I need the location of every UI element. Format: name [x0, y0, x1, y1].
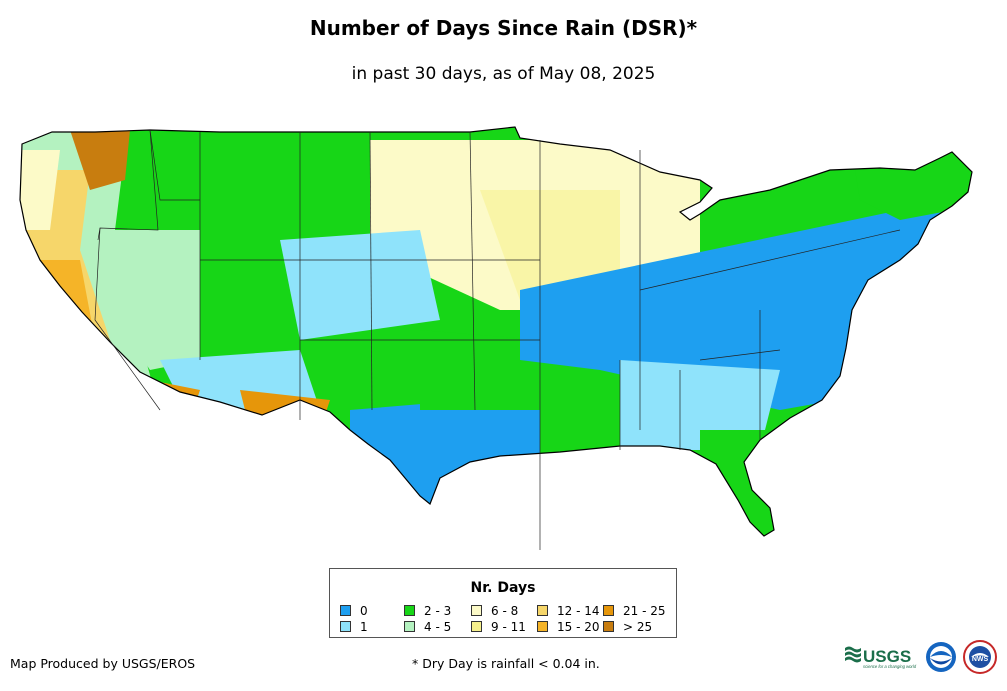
- nws-logo-text: NWS: [972, 656, 989, 663]
- legend-item-12-14: 12 - 14: [537, 605, 600, 617]
- legend-item-gt-25: > 25: [603, 621, 652, 633]
- legend-item-9-11: 9 - 11: [471, 621, 526, 633]
- dry-day-footnote: * Dry Day is rainfall < 0.04 in.: [412, 656, 600, 671]
- legend-swatch: [404, 605, 415, 616]
- legend-title: Nr. Days: [470, 580, 536, 596]
- nws-logo: NWS: [963, 640, 997, 674]
- legend-swatch: [471, 605, 482, 616]
- usgs-logo-tagline: science for a changing world: [863, 664, 917, 669]
- legend-swatch: [340, 621, 351, 632]
- legend-swatch: [603, 605, 614, 616]
- dsr-color-regions: [20, 127, 972, 536]
- map-subtitle: in past 30 days, as of May 08, 2025: [351, 64, 656, 84]
- map-credit: Map Produced by USGS/EROS: [10, 656, 196, 671]
- map-title: Number of Days Since Rain (DSR)*: [309, 16, 698, 40]
- noaa-logo: [926, 642, 956, 672]
- legend: Nr. Days 0 1 2 - 3 4 - 5 6 - 8 9 - 11 12…: [329, 568, 677, 638]
- state-boundaries: [94, 129, 901, 550]
- legend-item-4-5: 4 - 5: [404, 621, 451, 633]
- legend-swatch: [603, 621, 614, 632]
- legend-swatch: [404, 621, 415, 632]
- legend-item-0: 0: [340, 605, 368, 617]
- usgs-logo-text: USGS: [863, 647, 911, 666]
- legend-item-21-25: 21 - 25: [603, 605, 666, 617]
- legend-swatch: [537, 605, 548, 616]
- legend-swatch: [471, 621, 482, 632]
- legend-item-6-8: 6 - 8: [471, 605, 518, 617]
- legend-swatch: [537, 621, 548, 632]
- legend-item-2-3: 2 - 3: [404, 605, 451, 617]
- usgs-logo: USGS science for a changing world: [845, 646, 917, 669]
- legend-swatch: [340, 605, 351, 616]
- legend-item-15-20: 15 - 20: [537, 621, 600, 633]
- legend-item-1: 1: [340, 621, 368, 633]
- us-dsr-map: [19, 126, 973, 550]
